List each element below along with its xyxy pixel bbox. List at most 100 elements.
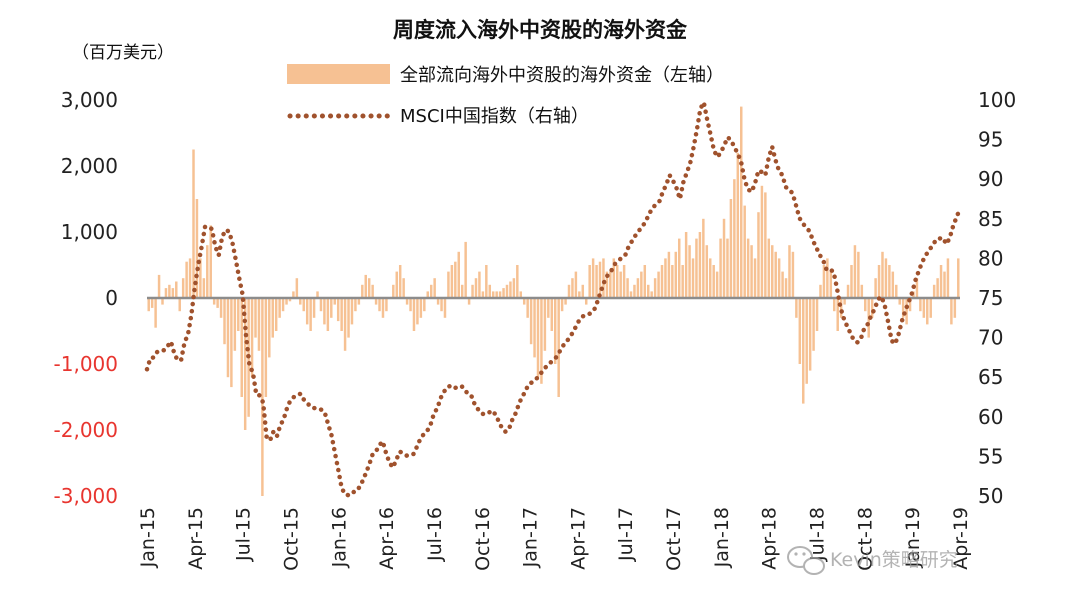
bar bbox=[722, 218, 726, 298]
bar bbox=[536, 298, 540, 378]
x-tick-label: Apr-16 bbox=[376, 507, 398, 570]
bar bbox=[254, 298, 257, 338]
bar bbox=[502, 288, 505, 298]
bar bbox=[226, 298, 230, 378]
right-tick-label: 75 bbox=[978, 286, 1003, 310]
bar bbox=[192, 149, 195, 298]
bar bbox=[881, 251, 884, 298]
bar bbox=[264, 298, 268, 397]
bar bbox=[695, 238, 698, 298]
bar bbox=[505, 284, 509, 298]
x-tick-label: Jan-19 bbox=[902, 507, 924, 568]
bar bbox=[609, 271, 612, 298]
bar bbox=[640, 271, 643, 298]
bar bbox=[643, 265, 647, 298]
bar bbox=[802, 298, 805, 404]
bar bbox=[299, 298, 302, 305]
right-tick-label: 70 bbox=[978, 326, 1003, 350]
bar bbox=[619, 271, 622, 298]
bar bbox=[888, 265, 891, 298]
bar bbox=[870, 298, 874, 318]
bar bbox=[278, 298, 281, 318]
bar bbox=[330, 298, 333, 318]
bar bbox=[323, 298, 326, 325]
bar bbox=[826, 258, 829, 298]
bar bbox=[836, 298, 839, 331]
bar bbox=[612, 258, 616, 298]
bar bbox=[209, 225, 212, 298]
bar bbox=[715, 271, 719, 298]
line-series bbox=[144, 100, 963, 498]
bar bbox=[633, 284, 636, 298]
bar bbox=[557, 298, 560, 397]
bar bbox=[784, 278, 788, 298]
bar bbox=[598, 261, 602, 298]
bar bbox=[681, 265, 684, 298]
bar bbox=[757, 212, 760, 298]
bar bbox=[498, 291, 502, 298]
bar bbox=[495, 291, 498, 298]
bar bbox=[233, 298, 237, 351]
bar bbox=[915, 278, 919, 298]
bar bbox=[684, 232, 688, 298]
bar bbox=[926, 298, 929, 325]
bar bbox=[877, 265, 881, 298]
bar bbox=[175, 281, 178, 298]
bar bbox=[750, 245, 753, 298]
bar bbox=[753, 258, 757, 298]
bar bbox=[647, 284, 650, 298]
watermark: Kevin策略研究 bbox=[787, 546, 958, 575]
bar bbox=[736, 152, 740, 298]
bar bbox=[385, 298, 388, 312]
bar bbox=[485, 265, 488, 298]
bar bbox=[312, 298, 316, 318]
bar bbox=[567, 284, 571, 298]
bar bbox=[943, 271, 946, 298]
bar bbox=[243, 298, 247, 430]
bar bbox=[281, 298, 285, 312]
bar bbox=[429, 284, 433, 298]
bar bbox=[147, 298, 150, 312]
bar bbox=[257, 298, 261, 351]
bar bbox=[864, 298, 867, 312]
right-tick-label: 90 bbox=[978, 167, 1003, 191]
bar bbox=[764, 192, 767, 298]
bar bbox=[605, 271, 609, 298]
left-tick-label: -2,000 bbox=[54, 418, 118, 442]
bar bbox=[581, 284, 585, 298]
bar bbox=[746, 238, 750, 298]
bar bbox=[347, 298, 350, 338]
bar bbox=[698, 232, 702, 298]
bar bbox=[553, 298, 557, 364]
bar bbox=[206, 245, 209, 298]
bar bbox=[660, 265, 664, 298]
bar bbox=[230, 298, 233, 388]
x-axis: Jan-15 Apr-15 Jul-15 Oct-15 Jan-16 Apr-16 Jul-… bbox=[137, 507, 972, 571]
bar bbox=[354, 298, 357, 312]
bar bbox=[512, 278, 516, 298]
bar bbox=[547, 298, 550, 318]
bar bbox=[240, 298, 243, 397]
bar bbox=[850, 265, 853, 298]
bar bbox=[292, 291, 295, 298]
bar bbox=[891, 271, 895, 298]
bar bbox=[178, 298, 181, 312]
bar bbox=[808, 298, 812, 371]
bar bbox=[440, 298, 443, 312]
bar bbox=[309, 298, 312, 331]
bar bbox=[791, 251, 795, 298]
bar bbox=[333, 298, 336, 305]
bar bbox=[195, 199, 199, 298]
bar bbox=[929, 298, 932, 318]
bar bbox=[150, 298, 154, 308]
bar bbox=[199, 258, 202, 298]
bar bbox=[436, 298, 440, 305]
bar bbox=[392, 284, 395, 298]
bar bbox=[409, 298, 412, 312]
bar bbox=[843, 298, 846, 305]
bar bbox=[846, 284, 850, 298]
bar bbox=[216, 298, 219, 308]
left-tick-label: 2,000 bbox=[61, 154, 118, 178]
bar bbox=[771, 245, 774, 298]
bar bbox=[381, 298, 385, 318]
